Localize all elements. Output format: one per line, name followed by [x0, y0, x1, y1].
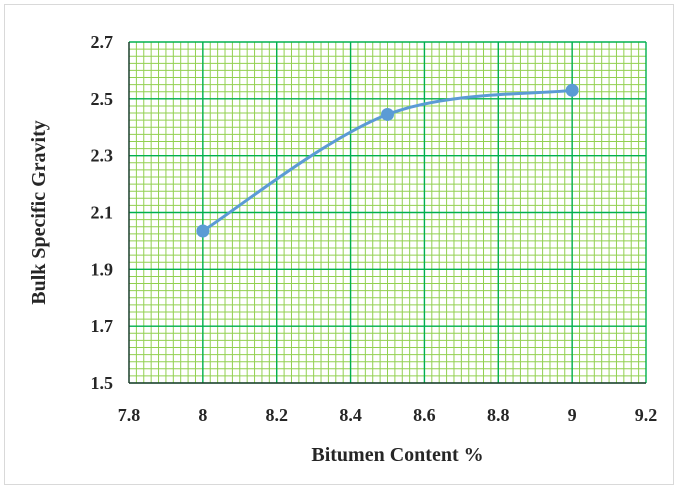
- x-tick-label: 8: [198, 405, 207, 425]
- y-tick-label: 2.3: [91, 146, 114, 166]
- chart-frame: 7.8 8 8.2 8.4 8.6 8.8 9 9.2 1.5 1.7 1.9 2.1 2.3 2.5 2…: [4, 4, 674, 485]
- x-axis-title: Bitumen Content %: [311, 444, 483, 466]
- y-tick-label: 1.9: [91, 259, 114, 279]
- major-grid: [128, 41, 647, 384]
- x-tick-label: 8.6: [413, 405, 436, 425]
- y-tick-labels: 1.5 1.7 1.9 2.1 2.3 2.5 2.7: [91, 32, 114, 393]
- data-point: [196, 224, 210, 238]
- x-tick-label: 9.2: [635, 405, 658, 425]
- x-tick-label: 9: [568, 405, 577, 425]
- y-tick-label: 1.7: [91, 316, 114, 336]
- data-point: [381, 107, 394, 121]
- x-tick-labels: 7.8 8 8.2 8.4 8.6 8.8 9 9.2: [118, 405, 658, 425]
- x-tick-label: 8.4: [339, 405, 362, 425]
- x-tick-label: 7.8: [118, 405, 141, 425]
- y-tick-label: 1.5: [91, 373, 114, 393]
- y-tick-label: 2.5: [91, 89, 114, 109]
- chart-svg: 7.8 8 8.2 8.4 8.6 8.8 9 9.2 1.5 1.7 1.9 2.1 2.3 2.5 2…: [28, 32, 658, 466]
- y-tick-label: 2.1: [91, 203, 114, 223]
- axes: [128, 42, 646, 384]
- series-layer: [196, 83, 579, 238]
- x-tick-label: 8.8: [487, 405, 510, 425]
- y-tick-label: 2.7: [91, 32, 114, 52]
- data-point: [565, 83, 579, 97]
- x-tick-label: 8.2: [265, 405, 288, 425]
- y-axis-title: Bulk Specific Gravity: [28, 120, 50, 304]
